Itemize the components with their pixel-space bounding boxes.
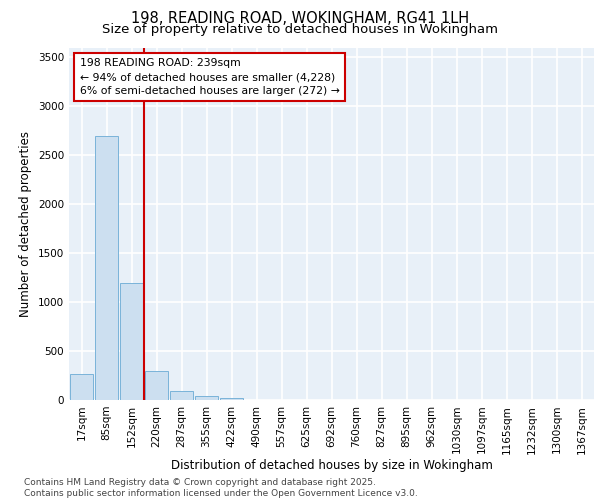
Text: Size of property relative to detached houses in Wokingham: Size of property relative to detached ho…	[102, 22, 498, 36]
Y-axis label: Number of detached properties: Number of detached properties	[19, 130, 32, 317]
Text: Contains HM Land Registry data © Crown copyright and database right 2025.
Contai: Contains HM Land Registry data © Crown c…	[24, 478, 418, 498]
X-axis label: Distribution of detached houses by size in Wokingham: Distribution of detached houses by size …	[170, 459, 493, 472]
Text: 198 READING ROAD: 239sqm
← 94% of detached houses are smaller (4,228)
6% of semi: 198 READING ROAD: 239sqm ← 94% of detach…	[79, 58, 340, 96]
Text: 198, READING ROAD, WOKINGHAM, RG41 1LH: 198, READING ROAD, WOKINGHAM, RG41 1LH	[131, 11, 469, 26]
Bar	[70, 374, 93, 400]
Bar	[220, 398, 243, 400]
Bar	[120, 284, 143, 400]
Bar	[170, 391, 193, 400]
Bar	[95, 136, 118, 400]
Bar	[195, 396, 218, 400]
Bar	[145, 370, 168, 400]
